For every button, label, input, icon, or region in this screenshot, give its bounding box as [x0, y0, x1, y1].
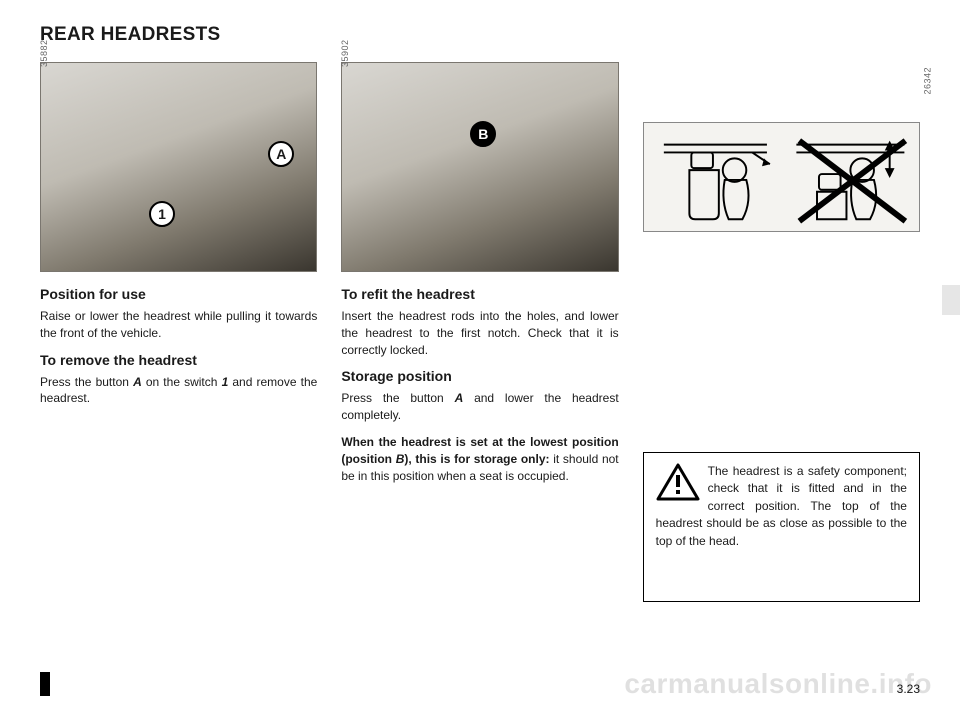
- image-number: 35882: [39, 39, 49, 67]
- heading-storage: Storage position: [341, 368, 618, 384]
- warning-icon: [656, 463, 700, 501]
- image-number: 35902: [340, 39, 350, 67]
- text-refit: Insert the headrest rods into the holes,…: [341, 308, 618, 358]
- photo-headrest-use: 35882 A 1: [40, 62, 317, 272]
- safety-warning-box: The headrest is a safety component; chec…: [643, 452, 920, 602]
- photo-headrest-storage: 35902 B: [341, 62, 618, 272]
- callout-a: A: [268, 141, 294, 167]
- side-tab: [942, 285, 960, 315]
- column-2: 35902 B To refit the headrest Insert the…: [341, 62, 618, 602]
- page-title: REAR HEADRESTS: [40, 24, 920, 46]
- image-number: 26342: [923, 67, 933, 95]
- diagram-headrest-position: 26342: [643, 122, 920, 232]
- heading-position-use: Position for use: [40, 286, 317, 302]
- page-footer: 3.23: [0, 672, 960, 696]
- column-3: 26342: [643, 62, 920, 602]
- page-number: 3.23: [897, 682, 920, 696]
- heading-refit: To refit the headrest: [341, 286, 618, 302]
- callout-1: 1: [149, 201, 175, 227]
- column-1: 35882 A 1 Position for use Raise or lowe…: [40, 62, 317, 602]
- heading-remove: To remove the headrest: [40, 352, 317, 368]
- text-remove: Press the button A on the switch 1 and r…: [40, 374, 317, 408]
- headrest-diagram-icon: [644, 123, 919, 231]
- text-storage-1: Press the button A and lower the headres…: [341, 390, 618, 424]
- callout-b: B: [470, 121, 496, 147]
- text-storage-2: When the headrest is set at the lowest p…: [341, 434, 618, 484]
- footer-mark: [40, 672, 50, 696]
- text-position-use: Raise or lower the headrest while pullin…: [40, 308, 317, 342]
